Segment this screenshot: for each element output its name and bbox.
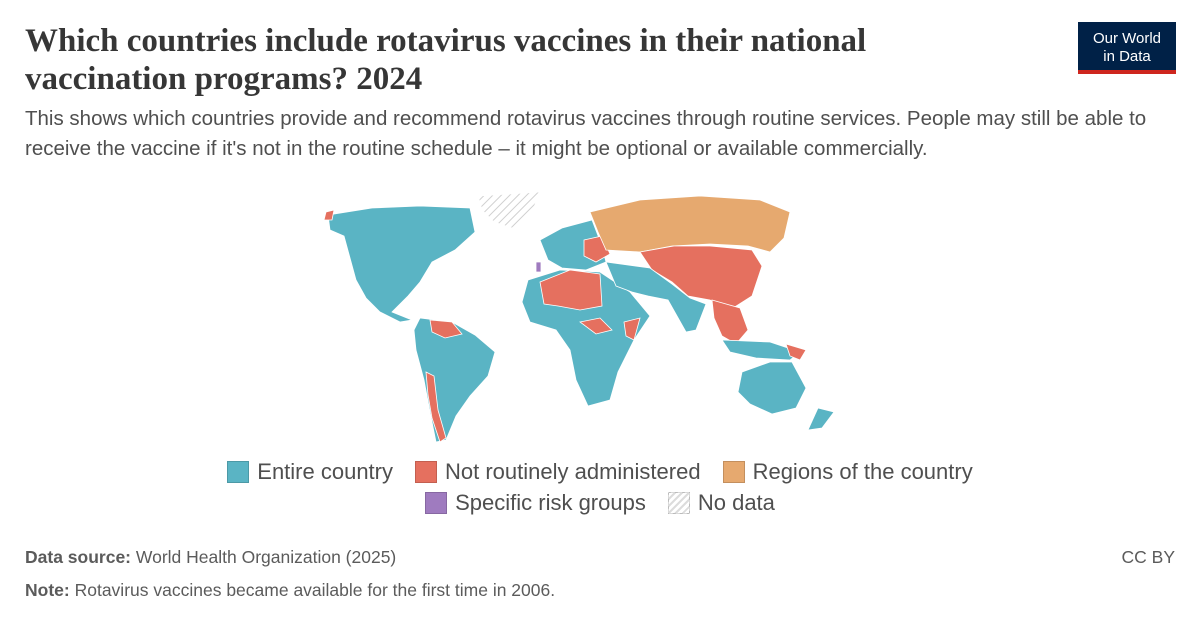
logo-text: in Data	[1103, 48, 1151, 65]
region	[323, 209, 335, 221]
legend-row: Entire country Not routinely administered…	[0, 459, 1200, 485]
region	[413, 317, 496, 443]
legend-label: Regions of the country	[752, 459, 973, 484]
region	[477, 191, 541, 229]
region	[737, 361, 807, 415]
legend-label: Specific risk groups	[455, 490, 646, 515]
note-text: Rotavirus vaccines became available for …	[74, 580, 556, 600]
region	[711, 299, 749, 345]
region	[579, 317, 613, 335]
region	[539, 269, 603, 311]
source-label: Data source:	[25, 547, 132, 567]
region	[605, 261, 707, 333]
logo-text: Our World	[1092, 30, 1162, 47]
region	[535, 261, 542, 273]
legend-item[interactable]: Regions of the country	[722, 459, 973, 485]
region	[721, 339, 801, 361]
legend-item[interactable]: Entire country	[227, 459, 393, 485]
legend-row: Specific risk groups No data	[0, 490, 1200, 516]
title: Which countries include rotavirus vaccin…	[25, 22, 866, 98]
world-map	[323, 191, 835, 443]
license[interactable]: CC BY	[1121, 547, 1175, 567]
legend-swatch	[415, 461, 437, 483]
source-text: World Health Organization (2025)	[135, 547, 397, 567]
legend-label: No data	[697, 490, 775, 515]
region	[639, 245, 763, 311]
legend-swatch	[667, 492, 690, 514]
subtitle: This shows which countries provide and r…	[25, 107, 1147, 160]
legend-label: Entire country	[257, 459, 393, 484]
legend-swatch	[425, 492, 448, 514]
region	[327, 205, 476, 323]
legend-item[interactable]: Not routinely administered	[415, 459, 701, 485]
region	[425, 371, 447, 443]
source: Data source: World Health Organization (…	[25, 547, 396, 568]
title-line: vaccination programs? 2024	[25, 61, 423, 97]
legend-swatch	[227, 461, 250, 483]
region	[589, 195, 791, 253]
logo[interactable]: Our World in Data	[1078, 22, 1176, 74]
legend-swatch	[722, 461, 745, 483]
note: Note: Rotavirus vaccines became availabl…	[25, 580, 555, 601]
legend-label: Not routinely administered	[445, 459, 701, 484]
region	[623, 317, 641, 341]
legend-item[interactable]: No data	[667, 490, 775, 516]
title-line: Which countries include rotavirus vaccin…	[25, 23, 867, 59]
region	[807, 407, 835, 431]
note-label: Note:	[25, 580, 70, 600]
legend-item[interactable]: Specific risk groups	[425, 490, 646, 516]
region	[785, 343, 807, 361]
region	[429, 319, 463, 339]
